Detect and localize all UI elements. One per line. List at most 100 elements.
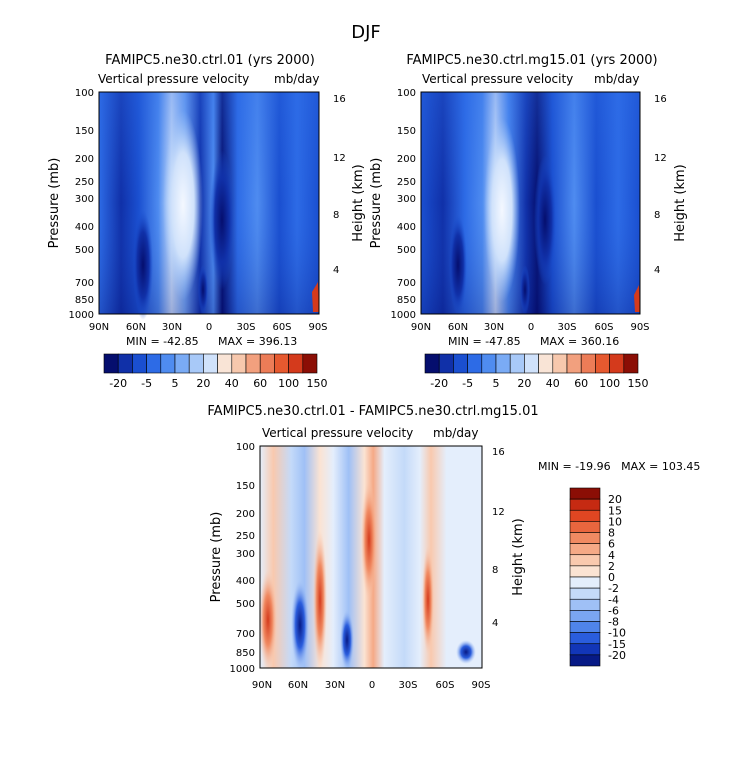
panel-1-dark-core-30n <box>198 265 208 315</box>
panel-2-ytick: 1000 <box>391 310 416 321</box>
panel-1-colorbar-swatch <box>302 353 318 374</box>
panel-2-subtitle-right: mb/day <box>594 72 639 86</box>
panel-3-ytick: 850 <box>236 648 255 659</box>
panel-1-colorbar-swatch <box>132 353 147 374</box>
panel-2-xtick: 60N <box>448 322 468 333</box>
panel-3-frame <box>259 445 483 669</box>
panel-1-colorbar-label: -5 <box>141 377 152 390</box>
panel-2-ytick: 700 <box>397 278 416 289</box>
panel-2-xtick: 30N <box>484 322 504 333</box>
panel-1-dark-core-n <box>133 210 153 320</box>
panel-2-colorbar-label: 60 <box>574 377 588 390</box>
panel-2-colorbar-swatch <box>467 353 483 374</box>
panel-3-ylabel: Pressure (mb) <box>209 512 224 603</box>
panel-1-xtick: 90N <box>89 322 109 333</box>
panel-2-colorbar-label: 5 <box>493 377 500 390</box>
panel-3-ytick: 500 <box>236 599 255 610</box>
panel-1-max: MAX = 396.13 <box>218 335 297 348</box>
panel-2-colorbar-swatch <box>566 353 582 374</box>
panel-3-colorbar-swatch <box>569 654 601 667</box>
panel-1-xtick: 30S <box>236 322 255 333</box>
panel-3-blue-band-3 <box>456 640 476 664</box>
panel-3-colorbar-swatch <box>569 543 601 556</box>
panel-2-colorbar-label: 150 <box>628 377 649 390</box>
panel-1-y2tick: 4 <box>333 265 339 276</box>
panel-1-ytick: 850 <box>75 295 94 306</box>
panel-3-colorbar-swatch <box>569 498 601 511</box>
panel-3-colorbar-label: -6 <box>608 604 619 617</box>
panel-2-colorbar-label: 40 <box>546 377 560 390</box>
panel-1-min: MIN = -42.85 <box>126 335 199 348</box>
panel-1-xaxis: 90N 60N 30N 0 30S 60S 90S <box>89 322 328 333</box>
panel-3-yaxis: 100 150 200 250 300 400 500 700 850 1000 <box>230 442 255 675</box>
panel-3-xtick: 90N <box>252 680 272 691</box>
panel-2-xtick: 90N <box>411 322 431 333</box>
panel-3-ytick: 150 <box>236 481 255 492</box>
panel-3-y2axis: 16 12 8 4 <box>492 447 505 629</box>
panel-1-ytick: 1000 <box>69 310 94 321</box>
panel-2-colorbar-swatch <box>538 353 554 374</box>
panel-3-colorbar-swatch <box>569 554 601 567</box>
panel-1-y2tick: 12 <box>333 153 346 164</box>
panel-1-ytick: 150 <box>75 126 94 137</box>
panel-3-y2label: Height (km) <box>511 518 526 595</box>
panel-3-colorbar-swatch <box>569 565 601 578</box>
panel-3-colorbar-swatch <box>569 621 601 633</box>
panel-3-xaxis: 90N 60N 30N 0 30S 60S 90S <box>252 680 491 691</box>
panel-1-colorbar-swatch <box>188 353 204 374</box>
panel-2-light-band <box>484 118 520 302</box>
panel-2-xtick: 30S <box>557 322 576 333</box>
panel-3-xtick: 30S <box>398 680 417 691</box>
panel-3-colorbar-swatch <box>569 598 601 611</box>
panel-3-colorbar-label: -20 <box>608 649 626 662</box>
panel-2-colorbar-swatch <box>438 353 454 374</box>
panel-1-ytick: 700 <box>75 278 94 289</box>
panel-3-xtick: 90S <box>471 680 490 691</box>
panel-2-ytick: 100 <box>397 88 416 99</box>
panel-2-colorbar-label: 100 <box>599 377 620 390</box>
panel-1-title: FAMIPC5.ne30.ctrl.01 (yrs 2000) <box>105 53 315 68</box>
panel-3-xtick: 30N <box>325 680 345 691</box>
panel-1-colorbar-swatch <box>245 353 261 374</box>
panel-2-xtick: 60S <box>594 322 613 333</box>
panel-2-colorbar-swatch <box>481 353 497 374</box>
panel-3-ytick: 250 <box>236 531 255 542</box>
panel-1-colorbar-swatch <box>174 353 190 374</box>
panel-2-y2tick: 8 <box>654 210 660 221</box>
panel-2-dark-core-eq <box>534 155 556 285</box>
panel-3-colorbar-label: 20 <box>608 493 622 506</box>
panel-3-colorbar-swatch <box>569 576 601 589</box>
panel-1-ytick: 100 <box>75 88 94 99</box>
panel-3-y2tick: 12 <box>492 507 505 518</box>
panel-2-y2tick: 16 <box>654 94 667 105</box>
panel-1-red-patch <box>312 282 319 312</box>
panel-3-colorbar-label: 8 <box>608 527 615 540</box>
panel-1-xtick: 60N <box>126 322 146 333</box>
panel-1-colorbar-label: 20 <box>196 377 210 390</box>
panel-1-colorbar-label: 40 <box>225 377 239 390</box>
panel-2-colorbar-swatch <box>509 353 525 374</box>
panel-2-min: MIN = -47.85 <box>448 335 521 348</box>
panel-2-ylabel: Pressure (mb) <box>369 158 384 249</box>
panel-1-colorbar-swatch <box>103 353 119 374</box>
panel-1-colorbar-swatch <box>259 353 275 374</box>
panel-2-colorbar-label: -20 <box>430 377 448 390</box>
panel-3-xtick: 0 <box>369 680 375 691</box>
panel-2-y2tick: 4 <box>654 265 660 276</box>
panel-1-colorbar-label: 60 <box>253 377 267 390</box>
panel-2-ytick: 150 <box>397 126 416 137</box>
panel-3-xtick: 60S <box>435 680 454 691</box>
panel-mg15: FAMIPC5.ne30.ctrl.mg15.01 (yrs 2000) Ver… <box>369 53 688 390</box>
panel-2-y2label: Height (km) <box>673 164 688 241</box>
panel-1-colorbar-swatch <box>217 353 233 374</box>
panel-2-ytick: 850 <box>397 295 416 306</box>
panel-3-ytick: 200 <box>236 509 255 520</box>
panel-3-colorbar-swatch <box>569 509 601 522</box>
panel-1-colorbar-swatch <box>274 353 289 374</box>
panel-2-colorbar: -20 -5 5 20 40 60 100 150 <box>424 353 649 390</box>
panel-3-colorbar-label: 2 <box>608 560 615 573</box>
panel-2-yaxis: 100 150 200 250 300 400 500 700 850 1000 <box>391 88 416 321</box>
panel-2-colorbar-swatch <box>552 353 568 374</box>
panel-3-colorbar-label: -8 <box>608 616 619 629</box>
